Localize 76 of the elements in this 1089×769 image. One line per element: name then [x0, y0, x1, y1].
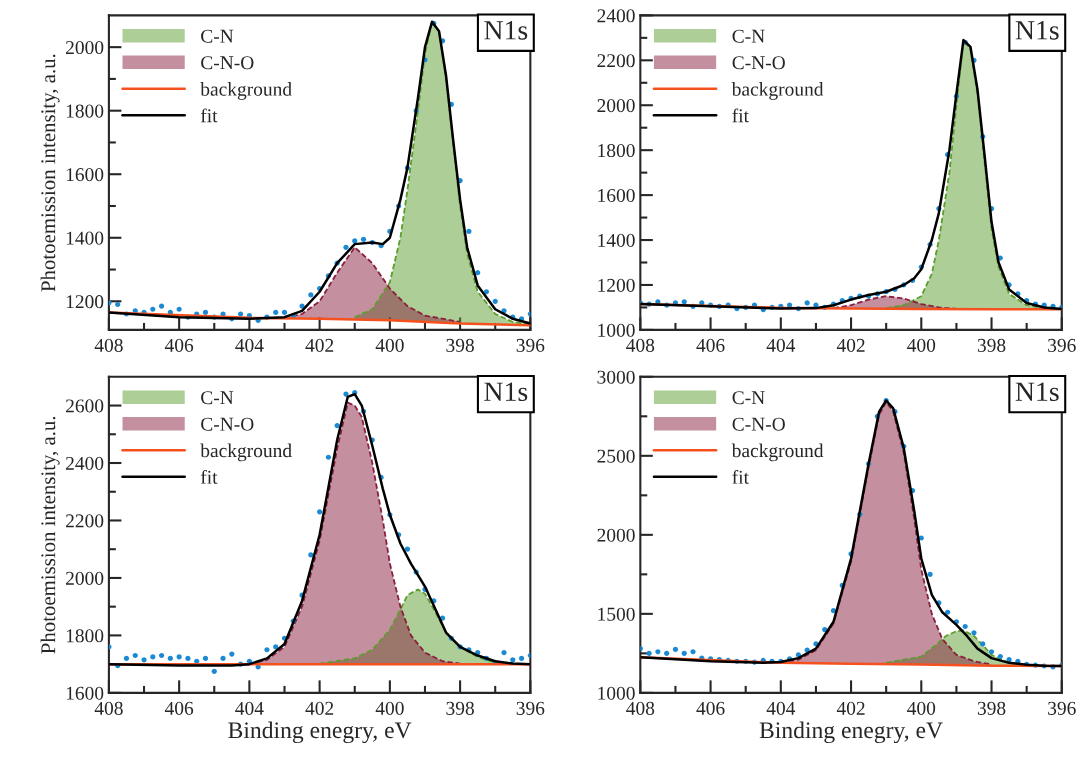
y-tick-label: 1800: [66, 104, 104, 118]
y-tick-label: 1500: [598, 607, 635, 621]
legend-label: C-N-O: [201, 56, 254, 70]
legend-label: C-N: [201, 29, 234, 43]
legend-label: C-N-O: [201, 417, 254, 431]
x-tick-label: 402: [305, 338, 334, 352]
y-tick-label: 2400: [66, 456, 104, 470]
x-tick-label: 400: [375, 338, 404, 352]
x-tick-label: 404: [235, 338, 264, 352]
x-axis-title: Binding enegry, eV: [228, 721, 412, 744]
x-tick-label: 402: [305, 701, 334, 715]
x-tick-label: 398: [977, 338, 1006, 352]
y-tick-label: 2000: [597, 528, 635, 542]
legend-label: C-N: [732, 391, 765, 405]
x-tick-label: 400: [907, 701, 936, 715]
y-tick-label: 1000: [598, 686, 635, 700]
legend-label: background: [200, 82, 292, 100]
x-tick-label: 400: [375, 701, 404, 715]
legend-label: C-N-O: [732, 417, 785, 431]
legend-label: C-N: [201, 391, 234, 405]
legend-label: C-N: [732, 29, 765, 43]
y-tick-label: 1400: [66, 231, 104, 245]
x-tick-label: 404: [766, 338, 796, 352]
y-tick-label: 1600: [598, 188, 635, 203]
x-tick-label: 406: [164, 701, 194, 715]
y-tick-label: 2200: [597, 54, 635, 68]
y-tick-label: 1800: [66, 629, 104, 643]
legend-label: fit: [200, 108, 218, 123]
x-tick-label: 398: [446, 338, 474, 352]
x-tick-label: 396: [1048, 338, 1076, 352]
legend-label: background: [731, 443, 824, 462]
x-tick-label: 402: [836, 701, 865, 715]
x-tick-label: 398: [977, 701, 1006, 715]
y-tick-label: 2500: [597, 449, 635, 463]
y-tick-label: 1600: [66, 686, 104, 700]
legend-label: C-N-O: [732, 56, 785, 70]
annotation: N1s: [1015, 382, 1059, 402]
y-tick-label: 2000: [66, 571, 104, 585]
x-tick-label: 408: [626, 338, 655, 352]
annotation: N1s: [1015, 21, 1059, 40]
x-tick-label: 404: [766, 701, 796, 715]
y-tick-label: 1400: [598, 233, 635, 247]
x-axis-title: Binding enegry, eV: [759, 721, 943, 744]
x-tick-label: 404: [235, 701, 264, 715]
x-tick-label: 408: [94, 701, 123, 715]
x-tick-label: 396: [516, 701, 545, 715]
x-tick-label: 396: [1048, 701, 1076, 715]
x-tick-label: 400: [907, 338, 936, 352]
legend-label: background: [200, 443, 292, 462]
x-tick-label: 406: [696, 701, 725, 715]
y-tick-label: 2000: [597, 99, 635, 113]
legend-label: fit: [732, 469, 749, 484]
x-tick-label: 408: [626, 701, 655, 715]
y-tick-label: 3000: [597, 370, 635, 384]
x-tick-label: 402: [836, 338, 865, 352]
legend-label: background: [731, 82, 824, 100]
y-tick-label: 1000: [598, 323, 635, 337]
y-tick-label: 1200: [66, 295, 104, 309]
y-tick-label: 1600: [66, 168, 104, 182]
x-tick-label: 398: [446, 701, 474, 715]
annotation: N1s: [484, 382, 528, 402]
x-tick-label: 408: [94, 338, 123, 352]
x-tick-label: 396: [516, 338, 545, 352]
y-axis-title: Photoemission intensity, a.u.: [40, 54, 60, 292]
x-tick-label: 406: [696, 338, 725, 352]
y-tick-label: 1200: [598, 278, 635, 292]
y-tick-label: 2600: [66, 399, 104, 413]
y-axis-title: Photoemission intensity, a.u.: [40, 416, 60, 654]
y-tick-label: 2400: [597, 9, 635, 23]
y-tick-label: 1800: [598, 143, 635, 158]
y-tick-label: 2000: [66, 40, 104, 55]
legend-label: fit: [200, 469, 218, 484]
legend-label: fit: [732, 108, 749, 123]
y-tick-label: 2200: [66, 514, 104, 528]
annotation: N1s: [484, 21, 528, 40]
x-tick-label: 406: [164, 338, 194, 352]
